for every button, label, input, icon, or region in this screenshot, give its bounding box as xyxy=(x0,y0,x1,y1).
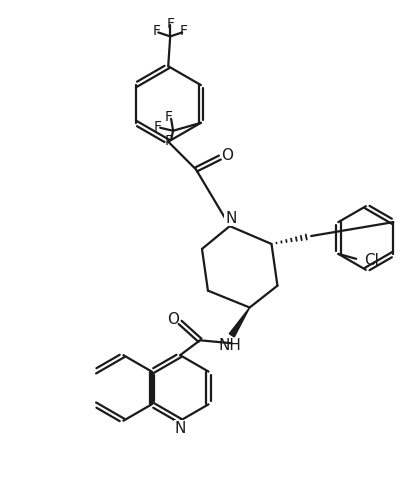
Polygon shape xyxy=(229,307,250,337)
Text: F: F xyxy=(153,120,161,134)
Text: O: O xyxy=(221,148,233,163)
Text: F: F xyxy=(166,17,174,31)
Text: O: O xyxy=(167,312,179,327)
Text: N: N xyxy=(225,211,236,226)
Text: F: F xyxy=(165,110,173,124)
Text: F: F xyxy=(180,24,188,38)
Text: F: F xyxy=(152,24,160,38)
Text: N: N xyxy=(174,421,186,436)
Text: NH: NH xyxy=(218,338,241,353)
Text: F: F xyxy=(165,134,173,148)
Text: Cl: Cl xyxy=(364,253,379,268)
